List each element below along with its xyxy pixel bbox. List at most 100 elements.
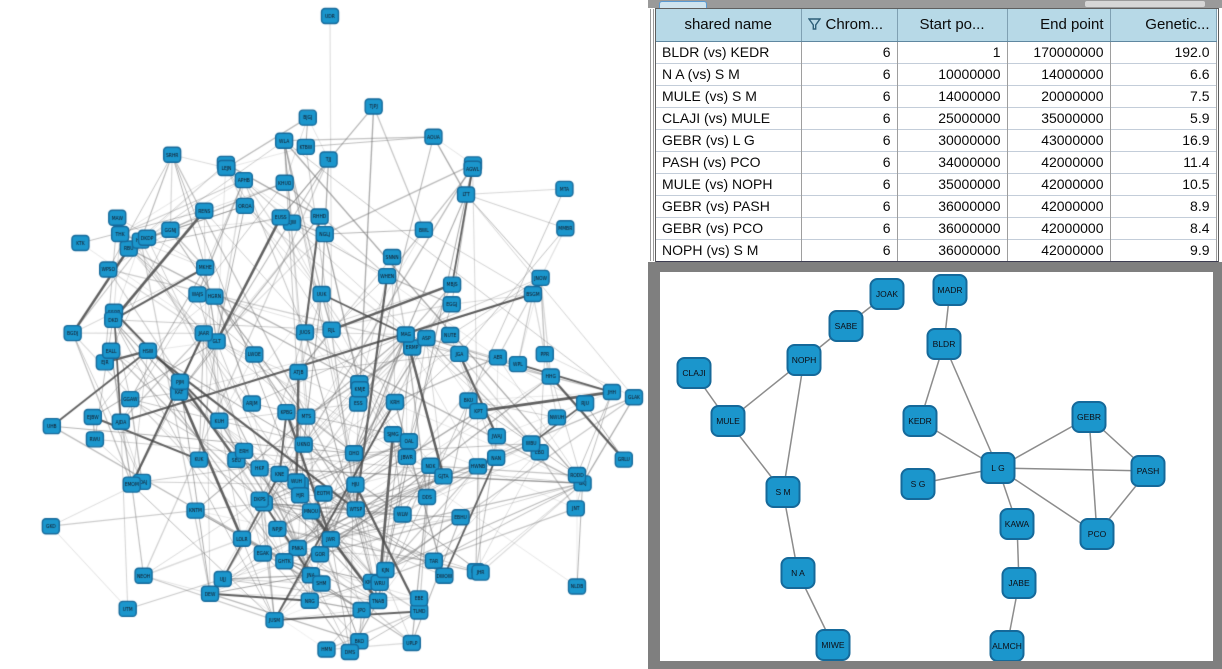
- subnet-node-l-g[interactable]: L G: [980, 452, 1016, 484]
- table-cell[interactable]: 8.4: [1110, 216, 1217, 239]
- node-shape[interactable]: [999, 508, 1035, 540]
- table-cell[interactable]: 20000000: [1007, 84, 1111, 107]
- table-cell[interactable]: 10.5: [1110, 172, 1217, 195]
- node-shape[interactable]: [828, 310, 864, 342]
- table-cell[interactable]: 36000000: [897, 216, 1008, 239]
- table-row[interactable]: PASH (vs) PCO 6 34000000 42000000 11.4: [656, 150, 1217, 173]
- table-cell[interactable]: 6: [801, 40, 898, 63]
- table-cell[interactable]: MULE (vs) S M: [656, 84, 802, 107]
- table-cell[interactable]: 6: [801, 172, 898, 195]
- table-cell[interactable]: 7.5: [1110, 84, 1217, 107]
- node-shape[interactable]: [815, 629, 851, 661]
- table-cell[interactable]: 36000000: [897, 238, 1008, 261]
- table-row[interactable]: CLAJI (vs) MULE 6 25000000 35000000 5.9: [656, 106, 1217, 129]
- table-cell[interactable]: 6: [801, 128, 898, 151]
- subnetwork-canvas[interactable]: JOAK MADR SABE BLDR NOPH CLAJI MULE KEDR GEBR L G…: [660, 272, 1213, 661]
- table-row[interactable]: GEBR (vs) PASH 6 36000000 42000000 8.9: [656, 194, 1217, 217]
- table-cell[interactable]: 16.9: [1110, 128, 1217, 151]
- table-cell[interactable]: 11.4: [1110, 150, 1217, 173]
- subnet-node-jabe[interactable]: JABE: [1001, 567, 1037, 599]
- subnet-node-claji[interactable]: CLAJI: [676, 357, 712, 389]
- table-cell[interactable]: 42000000: [1007, 150, 1111, 173]
- subnet-node-miwe[interactable]: MIWE: [815, 629, 851, 661]
- table-cell[interactable]: 6: [801, 62, 898, 85]
- table-cell[interactable]: 1: [897, 40, 1008, 63]
- table-cell[interactable]: 6: [801, 216, 898, 239]
- node-shape[interactable]: [869, 278, 905, 310]
- subnet-node-s-m[interactable]: S M: [765, 476, 801, 508]
- table-cell[interactable]: 6: [801, 194, 898, 217]
- table-cell[interactable]: 25000000: [897, 106, 1008, 129]
- node-shape[interactable]: [765, 476, 801, 508]
- subnet-node-s-g[interactable]: S G: [900, 468, 936, 500]
- table-cell[interactable]: GEBR (vs) L G: [656, 128, 802, 151]
- table-cell[interactable]: 6: [801, 238, 898, 261]
- table-cell[interactable]: 6: [801, 106, 898, 129]
- node-shape[interactable]: [902, 405, 938, 437]
- node-shape[interactable]: [1001, 567, 1037, 599]
- column-header-end-point[interactable]: End point: [1007, 9, 1111, 42]
- node-shape[interactable]: [932, 274, 968, 306]
- table-row[interactable]: GEBR (vs) PCO 6 36000000 42000000 8.4: [656, 216, 1217, 239]
- column-header-genetic-[interactable]: Genetic...: [1110, 9, 1217, 42]
- subnet-edge-LG-PASH[interactable]: [997, 467, 1149, 472]
- subnet-node-bldr[interactable]: BLDR: [926, 328, 962, 360]
- subnet-edge-NOPH-SM[interactable]: [782, 359, 805, 493]
- subnet-node-kawa[interactable]: KAWA: [999, 508, 1035, 540]
- subnet-node-madr[interactable]: MADR: [932, 274, 968, 306]
- horizontal-scrollbar-thumb[interactable]: [1085, 1, 1205, 7]
- table-cell[interactable]: 42000000: [1007, 194, 1111, 217]
- node-shape[interactable]: [1071, 401, 1107, 433]
- table-cell[interactable]: BLDR (vs) KEDR: [656, 40, 802, 63]
- subnet-node-pco[interactable]: PCO: [1079, 518, 1115, 550]
- subnet-node-almch[interactable]: ALMCH: [989, 630, 1025, 661]
- table-cell[interactable]: 42000000: [1007, 238, 1111, 261]
- table-cell[interactable]: 30000000: [897, 128, 1008, 151]
- main-network-canvas[interactable]: [0, 0, 648, 669]
- node-shape[interactable]: [980, 452, 1016, 484]
- table-cell[interactable]: PASH (vs) PCO: [656, 150, 802, 173]
- node-shape[interactable]: [1130, 455, 1166, 487]
- table-cell[interactable]: GEBR (vs) PASH: [656, 194, 802, 217]
- subnet-edge-GEBR-PCO[interactable]: [1088, 416, 1098, 535]
- table-cell[interactable]: CLAJI (vs) MULE: [656, 106, 802, 129]
- subnet-node-joak[interactable]: JOAK: [869, 278, 905, 310]
- table-row[interactable]: MULE (vs) NOPH 6 35000000 42000000 10.5: [656, 172, 1217, 195]
- subnet-node-pash[interactable]: PASH: [1130, 455, 1166, 487]
- table-cell[interactable]: 34000000: [897, 150, 1008, 173]
- table-row[interactable]: GEBR (vs) L G 6 30000000 43000000 16.9: [656, 128, 1217, 151]
- table-cell[interactable]: 9.9: [1110, 238, 1217, 261]
- table-cell[interactable]: 43000000: [1007, 128, 1111, 151]
- node-shape[interactable]: [786, 344, 822, 376]
- table-row[interactable]: NOPH (vs) S M 6 36000000 42000000 9.9: [656, 238, 1217, 261]
- table-cell[interactable]: 35000000: [1007, 106, 1111, 129]
- node-shape[interactable]: [780, 557, 816, 589]
- table-row[interactable]: MULE (vs) S M 6 14000000 20000000 7.5: [656, 84, 1217, 107]
- filter-funnel-icon[interactable]: [807, 18, 821, 30]
- table-cell[interactable]: 192.0: [1110, 40, 1217, 63]
- table-tab-fragment[interactable]: [659, 1, 707, 9]
- table-cell[interactable]: 5.9: [1110, 106, 1217, 129]
- subnet-node-mule[interactable]: MULE: [710, 405, 746, 437]
- table-cell[interactable]: 8.9: [1110, 194, 1217, 217]
- table-cell[interactable]: MULE (vs) NOPH: [656, 172, 802, 195]
- table-cell[interactable]: 42000000: [1007, 216, 1111, 239]
- table-row[interactable]: BLDR (vs) KEDR 6 1 170000000 192.0: [656, 40, 1217, 63]
- subnet-node-n-a[interactable]: N A: [780, 557, 816, 589]
- table-cell[interactable]: N A (vs) S M: [656, 62, 802, 85]
- table-cell[interactable]: NOPH (vs) S M: [656, 238, 802, 261]
- table-cell[interactable]: GEBR (vs) PCO: [656, 216, 802, 239]
- node-shape[interactable]: [989, 630, 1025, 661]
- table-cell[interactable]: 14000000: [1007, 62, 1111, 85]
- node-shape[interactable]: [900, 468, 936, 500]
- table-cell[interactable]: 35000000: [897, 172, 1008, 195]
- subnet-node-noph[interactable]: NOPH: [786, 344, 822, 376]
- column-header-shared-name[interactable]: shared name: [656, 9, 802, 42]
- table-cell[interactable]: 170000000: [1007, 40, 1111, 63]
- table-cell[interactable]: 6.6: [1110, 62, 1217, 85]
- node-shape[interactable]: [676, 357, 712, 389]
- table-cell[interactable]: 6: [801, 150, 898, 173]
- subnet-edge-BLDR-LG[interactable]: [943, 343, 999, 469]
- subnet-node-sabe[interactable]: SABE: [828, 310, 864, 342]
- table-cell[interactable]: 36000000: [897, 194, 1008, 217]
